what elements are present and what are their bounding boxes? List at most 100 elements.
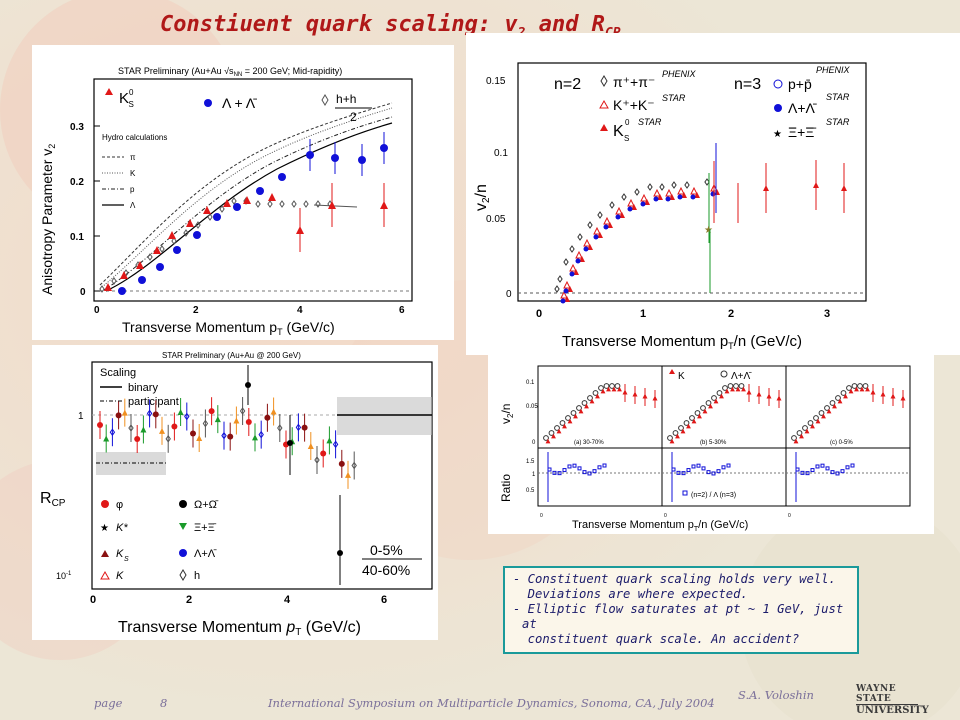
xtick-0: 0 [90, 594, 96, 606]
lambda-point [672, 430, 679, 436]
rcp-point [184, 412, 190, 421]
h-point [195, 221, 201, 229]
legend-kaons-tag: STAR [662, 93, 686, 103]
h-point [183, 229, 189, 237]
y-axis-label-ratio: Ratio [499, 474, 513, 502]
k0s-point [675, 433, 680, 439]
lambda-point [807, 420, 814, 426]
hydro-curve-pi [99, 102, 393, 286]
legend-marker-lambda [179, 549, 187, 557]
rcp-point [264, 414, 271, 421]
x-axis-label: Transverse Momentum pT/n (GeV/c) [572, 519, 748, 533]
ratio-point [840, 469, 845, 474]
panel-rcp: STAR Preliminary (Au+Au @ 200 GeV) 10-1 … [32, 345, 438, 640]
rcp-point [208, 408, 215, 415]
rcp-point [338, 460, 345, 467]
rcp-point [196, 435, 203, 442]
k0s-point [697, 413, 702, 419]
lambda-point [727, 383, 734, 389]
ratio-point [820, 463, 825, 468]
legend-lambda-tag: STAR [826, 92, 850, 102]
legend-phi: φ [116, 499, 123, 511]
ytick-ratio-0.5: 0.5 [526, 488, 535, 494]
rcp-point [190, 430, 196, 437]
rcp-point [295, 423, 302, 432]
lambda-point [802, 425, 808, 431]
lambda-point [138, 276, 146, 284]
lambda-point [667, 435, 673, 441]
centrality-bottom: 40-60% [362, 562, 410, 578]
ratio-point [845, 465, 850, 470]
footer-page-label: page [94, 696, 123, 710]
ratio-point [706, 470, 711, 475]
xtick-3: 6 [399, 305, 405, 316]
lambda-point [554, 425, 560, 431]
h-point [219, 205, 225, 213]
ratio-point [681, 471, 686, 476]
rcp-point [140, 426, 147, 433]
k0s-point [669, 438, 675, 444]
xi-point: ★ [704, 225, 713, 236]
lambda-point [683, 420, 690, 426]
pion-point [569, 245, 575, 253]
lambda-point [331, 154, 339, 162]
kaon-point [603, 216, 611, 225]
k0s-point [804, 428, 810, 434]
lambda-point [694, 410, 701, 416]
subplot-c-ratio [785, 447, 911, 507]
legend-marker-k0s [101, 550, 109, 557]
k0s-point [104, 283, 112, 291]
legend-marker-pions [600, 75, 608, 87]
y-ticks [94, 125, 100, 292]
legend-xi: Ξ+Ξ̄ [194, 522, 217, 534]
legend-k0s: K [613, 123, 624, 140]
ratio-point [676, 470, 681, 475]
lambda-point [665, 196, 671, 202]
legend-participant: participant [128, 396, 179, 408]
k0s-point [186, 219, 194, 227]
ratio-point [686, 468, 691, 473]
plot-frame [517, 62, 867, 302]
ratio-point [592, 469, 597, 474]
h-point [279, 200, 285, 208]
k0s-point [600, 388, 606, 394]
k0s-point [730, 386, 735, 392]
k0s-point [607, 222, 613, 228]
panel-v2-over-n: 0 0.05 0.1 0.15 0 1 2 3 Transverse Momen… [466, 33, 960, 355]
legend-marker-h [321, 94, 329, 106]
k0s-point [578, 408, 584, 414]
rcp-point [314, 456, 320, 464]
ratio-point [850, 463, 855, 468]
k0s-point [584, 403, 589, 409]
lambda-point [690, 194, 696, 200]
lambda-point [835, 395, 841, 401]
k0s-point [328, 201, 336, 209]
ratio-point [572, 463, 577, 468]
ratio-point [805, 471, 810, 476]
pion-point [597, 211, 603, 219]
k0s-point [567, 286, 573, 292]
xtick-2: 4 [297, 305, 303, 316]
x-axis-label: Transverse Momentum pT/n (GeV/c) [562, 333, 802, 351]
pion-point [557, 275, 563, 283]
lambda-point [824, 405, 830, 411]
hydro-legend-title: Hydro calculations [102, 133, 167, 142]
k0s-point [680, 428, 686, 434]
lambda-point [603, 224, 609, 230]
pion-point [577, 233, 583, 241]
ratio-point [552, 470, 557, 475]
ytick-1: 1 [78, 411, 84, 422]
rcp-point [320, 450, 327, 457]
k0s-point [644, 199, 650, 205]
k0s-point [380, 201, 388, 209]
lambda-point [722, 385, 728, 391]
legend-lambda: Λ+Λ̄ [788, 100, 817, 116]
rcp-point [121, 409, 128, 416]
lambda-point [233, 203, 241, 211]
pion-point [647, 183, 653, 191]
lambda-point [256, 187, 264, 195]
pion-point [659, 183, 665, 191]
rcp-point [252, 434, 258, 441]
pion-point [609, 201, 615, 209]
note-line-4: constituent quark scale. An accident? [513, 632, 800, 646]
